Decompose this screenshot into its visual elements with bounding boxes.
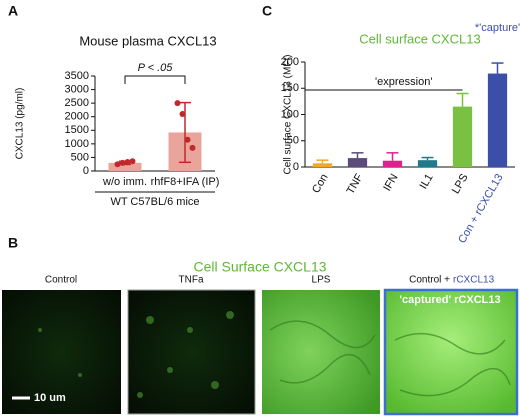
data-point — [179, 111, 186, 117]
panel-label: C — [262, 3, 272, 19]
y-axis-label: Cell surface CXCL13 (MFI) — [283, 54, 294, 174]
bar — [108, 162, 142, 171]
cell-texture — [38, 311, 234, 398]
x-axis-label: WT C57BL/6 mice — [110, 196, 199, 208]
bar — [382, 160, 403, 167]
bar — [347, 158, 368, 167]
data-point — [119, 159, 126, 166]
scale-bar-label: 10 um — [34, 392, 66, 404]
micrograph — [127, 289, 256, 415]
data-point — [184, 136, 191, 143]
data-point — [129, 158, 136, 165]
overlay-label: 'captured' rCXCL13 — [399, 294, 500, 306]
x-tick-label: LPS — [450, 172, 471, 196]
cell-texture — [269, 320, 511, 397]
bar — [452, 106, 473, 167]
y-tick-label: 3500 — [65, 70, 89, 82]
micrograph — [2, 290, 121, 414]
data-point — [174, 100, 181, 107]
image-label-highlight: rCXCL13 — [453, 275, 495, 286]
image-panel-title: Cell Surface CXCL13 — [193, 259, 326, 275]
y-tick-label: 500 — [71, 151, 89, 163]
x-tick-label: w/o imm. — [102, 176, 147, 188]
y-tick-label: 50 — [287, 135, 299, 147]
x-tick-label: TNF — [345, 172, 366, 197]
y-tick-label: 2000 — [65, 111, 89, 123]
image-label: Control — [45, 275, 77, 286]
y-tick-label: 0 — [83, 165, 89, 177]
image-label: LPS — [312, 275, 331, 286]
significance-label: P < .05 — [138, 62, 174, 74]
bar — [312, 163, 333, 167]
annotation: 'expression' — [375, 76, 432, 88]
image-label: Control + — [409, 275, 450, 286]
y-tick-label: 1000 — [65, 138, 89, 150]
annotation: *'capture' — [475, 22, 520, 34]
y-tick-label: 200 — [281, 56, 299, 68]
micrograph — [262, 290, 380, 414]
image-label: TNFa — [179, 275, 204, 286]
bar — [417, 160, 438, 167]
data-point — [114, 161, 121, 168]
y-axis-label: CXCL13 (pg/ml) — [15, 88, 26, 160]
significance-bracket — [124, 75, 186, 84]
chart-title: Cell surface CXCL13 — [359, 31, 480, 46]
x-tick-label: IL1 — [418, 172, 436, 191]
x-tick-label: Con — [310, 172, 330, 195]
panel-label: B — [8, 235, 18, 251]
chart-title: Mouse plasma CXCL13 — [79, 33, 216, 48]
bar — [487, 73, 508, 167]
data-point — [189, 144, 196, 151]
y-tick-label: 3000 — [65, 83, 89, 95]
micrograph — [383, 288, 519, 416]
panel-label: A — [8, 3, 18, 19]
x-tick-label: rhfF8+IFA (IP) — [151, 176, 220, 188]
y-tick-label: 0 — [293, 161, 299, 173]
y-tick-label: 2500 — [65, 97, 89, 109]
x-tick-label: IFN — [381, 172, 400, 193]
y-tick-label: 1500 — [65, 124, 89, 136]
y-tick-label: 150 — [281, 82, 299, 94]
y-tick-label: 100 — [281, 108, 299, 120]
data-point — [124, 159, 131, 166]
